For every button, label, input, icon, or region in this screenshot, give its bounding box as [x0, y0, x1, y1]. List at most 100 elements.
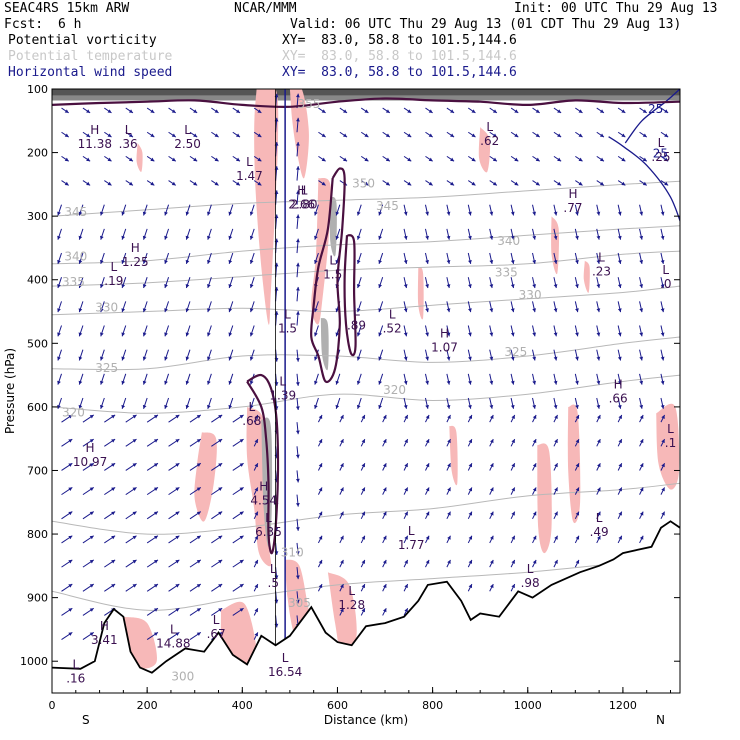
- wind-arrow-head: [78, 284, 83, 288]
- wind-arrow-head: [597, 463, 601, 468]
- wind-arrow: [57, 228, 62, 240]
- wind-arrow: [532, 131, 540, 138]
- wind-arrow-head: [490, 463, 494, 468]
- wind-arrow-head: [618, 511, 622, 516]
- wind-arrow-head: [207, 259, 211, 264]
- wind-arrow: [467, 438, 473, 447]
- wind-arrow-head: [385, 157, 390, 162]
- wind-arrow-head: [142, 380, 147, 385]
- wind-arrow-head: [404, 511, 408, 516]
- wind-arrow-head: [274, 623, 279, 628]
- wind-arrow: [57, 373, 62, 385]
- wind-arrow: [574, 414, 580, 423]
- wind-speed-contour: [608, 136, 680, 223]
- wind-arrow: [168, 511, 180, 520]
- wind-arrow-head: [78, 332, 83, 337]
- wind-arrow-head: [100, 211, 104, 216]
- wind-arrow-head: [404, 559, 408, 564]
- wind-arrow: [553, 463, 558, 471]
- wind-arrow: [489, 107, 498, 114]
- wind-arrow-head: [89, 559, 94, 564]
- wind-arrow-head: [318, 414, 323, 419]
- wind-arrow: [510, 559, 516, 568]
- wind-arrow: [82, 414, 95, 423]
- wind-arrow: [553, 301, 558, 313]
- wind-arrow: [403, 511, 409, 520]
- wind-arrow: [168, 631, 180, 641]
- wind-arrow: [553, 559, 558, 568]
- wind-arrow: [295, 397, 300, 411]
- wind-arrow: [253, 583, 259, 592]
- theta-label: 350: [352, 177, 375, 191]
- wind-arrow-head: [107, 181, 112, 186]
- wind-arrow: [146, 180, 155, 186]
- wind-arrow: [61, 631, 73, 641]
- wind-arrow: [189, 180, 198, 186]
- wind-arrow-head: [254, 439, 258, 444]
- pv-extremum: L.98: [521, 562, 540, 590]
- wind-arrow: [403, 301, 408, 313]
- wind-arrow-head: [575, 259, 579, 264]
- wind-arrow-head: [254, 487, 258, 492]
- theta-label: 320: [62, 405, 85, 419]
- wind-arrow-head: [660, 356, 665, 361]
- wind-arrow-head: [121, 211, 126, 216]
- wind-arrow-head: [361, 463, 365, 468]
- wind-arrow-head: [239, 487, 244, 491]
- wind-arrow: [211, 438, 223, 447]
- wind-arrow: [274, 349, 279, 362]
- wind-arrow-head: [490, 414, 494, 419]
- wind-arrow: [168, 180, 177, 186]
- wind-arrow: [318, 107, 326, 114]
- wind-arrow: [61, 535, 73, 544]
- wind-arrow-head: [618, 414, 622, 419]
- extremum-value: .62: [480, 134, 499, 148]
- wind-arrow-head: [121, 284, 126, 288]
- theta-label: 355: [297, 97, 320, 111]
- wind-arrow-head: [164, 284, 168, 288]
- wind-arrow-head: [274, 551, 279, 555]
- extremum-type: L: [170, 622, 177, 636]
- wind-arrow-head: [378, 332, 382, 337]
- wind-arrow-head: [554, 439, 558, 444]
- wind-arrow: [424, 301, 429, 313]
- wind-arrow: [146, 583, 159, 592]
- wind-arrow-head: [617, 211, 622, 216]
- wind-arrow: [164, 397, 170, 409]
- wind-arrow: [82, 559, 95, 568]
- x-tick-label: 1200: [609, 699, 637, 712]
- wind-arrow-head: [335, 332, 340, 337]
- wind-arrow: [378, 277, 384, 289]
- wind-arrow: [189, 487, 202, 496]
- wind-arrow-head: [257, 157, 262, 162]
- theta-contour: [52, 336, 680, 371]
- wind-arrow: [403, 204, 408, 216]
- wind-arrow-head: [446, 211, 451, 216]
- wind-arrow-head: [175, 584, 180, 588]
- wind-arrow-head: [111, 559, 116, 564]
- wind-arrow: [489, 228, 494, 240]
- wind-arrow-head: [218, 463, 223, 467]
- wind-arrow: [142, 349, 148, 361]
- wind-arrow-head: [617, 284, 622, 288]
- pv-extremum: L6.35: [255, 511, 282, 539]
- wind-arrow-head: [447, 439, 451, 444]
- wind-arrow-head: [295, 357, 300, 362]
- wind-arrow-head: [274, 311, 279, 315]
- wind-arrow: [553, 277, 558, 289]
- wind-arrow: [168, 487, 180, 496]
- wind-arrow-head: [57, 308, 61, 313]
- wind-arrow-head: [639, 235, 644, 240]
- wind-arrow: [617, 277, 622, 289]
- wind-arrow: [125, 131, 134, 138]
- wind-arrow-head: [378, 308, 382, 313]
- wind-arrow: [339, 535, 344, 544]
- wind-arrow: [314, 373, 319, 385]
- wind-arrow-head: [296, 214, 300, 219]
- extremum-type: L: [125, 123, 132, 137]
- wind-arrow: [639, 487, 644, 495]
- wind-arrow-head: [193, 133, 198, 138]
- wind-arrow-head: [660, 259, 665, 264]
- wind-arrow-head: [532, 380, 537, 385]
- wind-arrow: [553, 228, 558, 240]
